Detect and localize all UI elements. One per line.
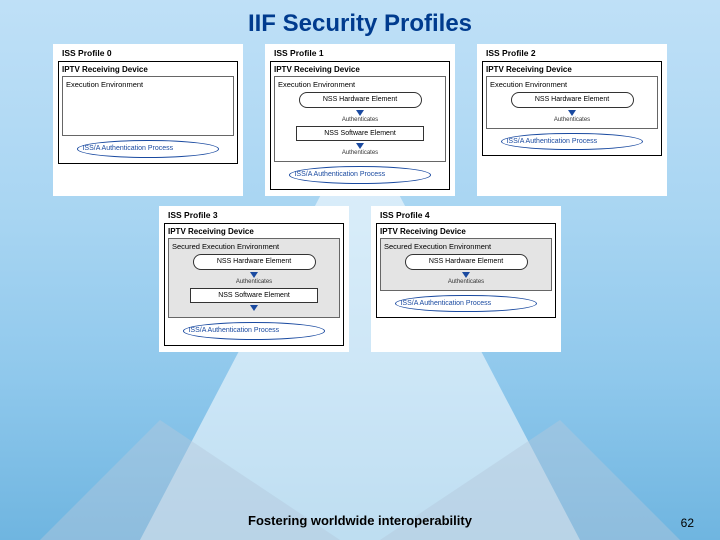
page-number: 62 bbox=[681, 516, 694, 530]
device-box: IPTV Receiving Device Secured Execution E… bbox=[164, 223, 344, 346]
device-title: IPTV Receiving Device bbox=[62, 65, 234, 74]
device-title: IPTV Receiving Device bbox=[486, 65, 658, 74]
arrow-down-icon bbox=[356, 110, 364, 116]
environment-title: Execution Environment bbox=[66, 80, 230, 89]
environment-title: Execution Environment bbox=[278, 80, 442, 89]
profile-label: ISS Profile 1 bbox=[270, 48, 450, 58]
hardware-element: NSS Hardware Element bbox=[405, 254, 528, 270]
software-element: NSS Software Element bbox=[190, 288, 318, 304]
auth-process-oval: ISS/A Authentication Process bbox=[395, 295, 536, 313]
environment-title: Secured Execution Environment bbox=[384, 242, 548, 251]
hardware-element: NSS Hardware Element bbox=[193, 254, 316, 270]
environment-box: Execution Environment NSS Hardware Elemen… bbox=[274, 76, 446, 162]
environment-box: Secured Execution Environment NSS Hardwar… bbox=[168, 238, 340, 318]
profile-card: ISS Profile 2 IPTV Receiving Device Execut… bbox=[477, 44, 667, 196]
profile-label: ISS Profile 3 bbox=[164, 210, 344, 220]
profile-label: ISS Profile 0 bbox=[58, 48, 238, 58]
arrow-down-icon bbox=[356, 143, 364, 149]
profile-label: ISS Profile 2 bbox=[482, 48, 662, 58]
auth-process-oval: ISS/A Authentication Process bbox=[289, 166, 430, 184]
slide-title: IIF Security Profiles bbox=[0, 0, 720, 44]
software-element: NSS Software Element bbox=[296, 126, 424, 142]
arrow-label: Authenticates bbox=[384, 279, 548, 285]
arrow-down-icon bbox=[462, 272, 470, 278]
hardware-element: NSS Hardware Element bbox=[299, 92, 422, 108]
device-box: IPTV Receiving Device Execution Environme… bbox=[270, 61, 450, 190]
environment-box: Secured Execution Environment NSS Hardwar… bbox=[380, 238, 552, 291]
profile-row-top: ISS Profile 0 IPTV Receiving Device Execut… bbox=[40, 44, 680, 196]
profile-card: ISS Profile 0 IPTV Receiving Device Execut… bbox=[53, 44, 243, 196]
arrow-label: Authenticates bbox=[490, 117, 654, 123]
device-title: IPTV Receiving Device bbox=[274, 65, 446, 74]
arrow-label: Authenticates bbox=[172, 279, 336, 285]
arrow-label: Authenticates bbox=[278, 150, 442, 156]
slide-footer: Fostering worldwide interoperability 62 bbox=[0, 512, 720, 530]
hardware-element: NSS Hardware Element bbox=[511, 92, 634, 108]
device-box: IPTV Receiving Device Secured Execution E… bbox=[376, 223, 556, 318]
arrow-down-icon bbox=[250, 305, 258, 311]
profile-row-bottom: ISS Profile 3 IPTV Receiving Device Secure… bbox=[40, 206, 680, 352]
auth-process-oval: ISS/A Authentication Process bbox=[183, 322, 324, 340]
device-title: IPTV Receiving Device bbox=[380, 227, 552, 236]
environment-title: Secured Execution Environment bbox=[172, 242, 336, 251]
device-box: IPTV Receiving Device Execution Environme… bbox=[482, 61, 662, 156]
auth-process-oval: ISS/A Authentication Process bbox=[77, 140, 218, 158]
profile-label: ISS Profile 4 bbox=[376, 210, 556, 220]
spacer bbox=[66, 92, 230, 130]
environment-box: Execution Environment NSS Hardware Elemen… bbox=[486, 76, 658, 129]
auth-process-oval: ISS/A Authentication Process bbox=[501, 133, 642, 151]
arrow-down-icon bbox=[250, 272, 258, 278]
device-title: IPTV Receiving Device bbox=[168, 227, 340, 236]
environment-title: Execution Environment bbox=[490, 80, 654, 89]
footer-text: Fostering worldwide interoperability bbox=[248, 513, 472, 528]
profile-card: ISS Profile 3 IPTV Receiving Device Secure… bbox=[159, 206, 349, 352]
arrow-label: Authenticates bbox=[278, 117, 442, 123]
arrow-down-icon bbox=[568, 110, 576, 116]
diagram-content: ISS Profile 0 IPTV Receiving Device Execut… bbox=[0, 44, 720, 352]
device-box: IPTV Receiving Device Execution Environme… bbox=[58, 61, 238, 164]
environment-box: Execution Environment bbox=[62, 76, 234, 136]
profile-card: ISS Profile 1 IPTV Receiving Device Execut… bbox=[265, 44, 455, 196]
profile-card: ISS Profile 4 IPTV Receiving Device Secure… bbox=[371, 206, 561, 352]
